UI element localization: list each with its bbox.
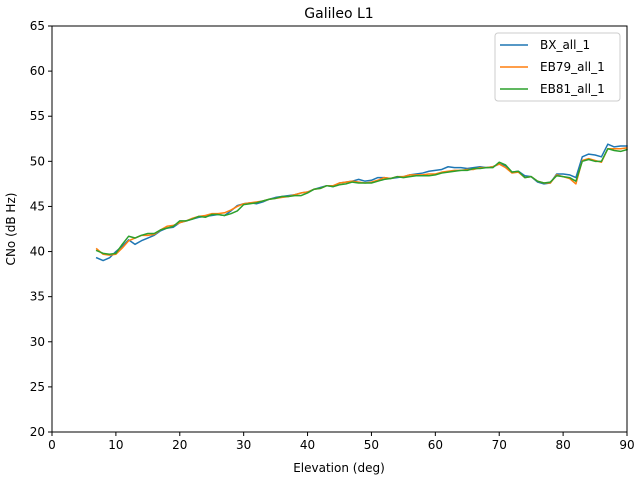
legend-box xyxy=(494,32,621,102)
x-tick-label: 70 xyxy=(492,438,507,452)
y-tick-label: 60 xyxy=(30,64,45,78)
y-tick-label: 35 xyxy=(30,290,45,304)
x-tick-label: 0 xyxy=(48,438,56,452)
series-line-eb81-all-1 xyxy=(95,147,628,256)
x-tick-label: 50 xyxy=(364,438,379,452)
y-tick-label: 55 xyxy=(30,109,45,123)
y-axis: 20 25 30 35 40 45 50 55 60 65 xyxy=(30,19,52,439)
y-tick-label: 45 xyxy=(30,199,45,213)
axes-frame xyxy=(51,25,628,433)
y-axis-label: CNo (dB Hz) xyxy=(4,193,18,266)
y-tick-label: 30 xyxy=(30,335,45,349)
y-tick-label: 65 xyxy=(30,19,45,33)
x-tick-label: 30 xyxy=(236,438,251,452)
chart-title: Galileo L1 xyxy=(304,6,373,22)
legend-label: EB81_all_1 xyxy=(540,82,605,96)
legend: BX_all_1 EB79_all_1 EB81_all_1 xyxy=(494,32,621,102)
y-tick-label: 25 xyxy=(30,380,45,394)
x-axis-label: Elevation (deg) xyxy=(293,461,385,475)
y-tick-label: 20 xyxy=(30,425,45,439)
y-tick-label: 50 xyxy=(30,154,45,168)
x-tick-label: 20 xyxy=(172,438,187,452)
x-tick-label: 60 xyxy=(428,438,443,452)
x-tick-label: 80 xyxy=(555,438,570,452)
x-tick-label: 10 xyxy=(108,438,123,452)
x-tick-label: 40 xyxy=(300,438,315,452)
legend-label: EB79_all_1 xyxy=(540,60,605,74)
legend-label: BX_all_1 xyxy=(540,38,590,52)
x-axis: 0 10 20 30 40 50 60 70 80 90 xyxy=(48,432,635,452)
x-tick-label: 90 xyxy=(619,438,634,452)
y-tick-label: 40 xyxy=(30,245,45,259)
series-layer xyxy=(95,143,628,262)
